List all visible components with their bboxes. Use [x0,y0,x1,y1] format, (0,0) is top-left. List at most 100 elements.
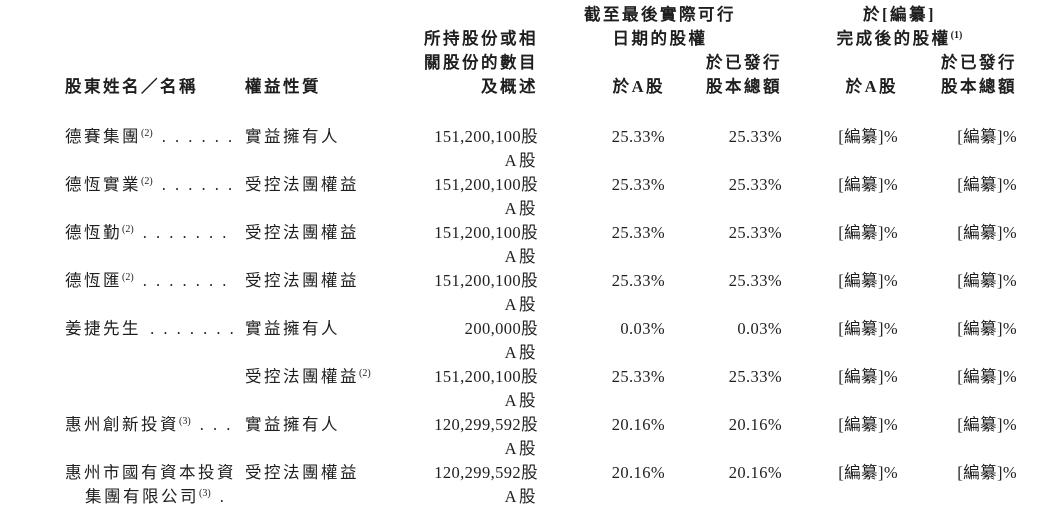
header-nature-of-interest: 權益性質 [245,77,321,96]
header-post-issued-line2: 股本總額 [941,77,1017,96]
footnote-ref-3: (3) [179,416,191,427]
name-cell: 德恆勤(2) . . . . . . . [65,221,245,269]
header-shares-line3: 及概述 [481,77,538,96]
post-a-pct-cell: [編纂]% [838,319,898,338]
shares-cell: 200,000股 A股 [395,317,538,365]
current-a-pct-cell: 25.33% [611,367,665,386]
header-current-issued-line1: 於已發行 [706,53,782,72]
nature-of-interest: 受控法團權益 [245,367,359,386]
share-class: A股 [504,151,538,170]
shares-cell: 151,200,100股 A股 [395,269,538,317]
header-shareholder-name: 股東姓名／名稱 [65,77,198,96]
shares-count: 151,200,100股 [434,271,538,290]
leader-dots: . . . . . . [152,127,233,146]
name-cell [65,365,245,413]
table-row-desay-group: 德賽集團(2) . . . . . . 實益擁有人 151,200,100股 A股… [65,125,1017,173]
share-class: A股 [504,391,538,410]
post-total-pct-cell: [編纂]% [957,463,1017,482]
post-a-pct-cell: [編纂]% [838,415,898,434]
leader-dots: . [210,487,224,506]
footnote-ref-1: (1) [950,30,963,41]
post-total-pct-cell: [編纂]% [957,367,1017,386]
share-class: A股 [504,247,538,266]
shareholder-name: 惠州創新投資 [65,415,179,434]
header-spacer [538,51,665,75]
footnote-ref-2: (2) [359,368,371,379]
current-total-pct-cell: 0.03% [737,319,782,338]
nature-cell: 受控法團權益 [245,269,395,317]
header-current-group-line2: 日期的股權 [612,29,708,48]
nature-cell: 實益擁有人 [245,125,395,173]
header-current-issued-line2: 股本總額 [706,77,782,96]
current-a-pct-cell: 25.33% [611,127,665,146]
shares-count: 120,299,592股 [434,463,538,482]
post-a-pct-cell: [編纂]% [838,271,898,290]
post-a-pct-cell: [編纂]% [838,463,898,482]
current-total-pct-cell: 25.33% [728,223,782,242]
header-spacer [65,27,395,51]
shares-count: 200,000股 [464,319,538,338]
header-current-group-line1: 截至最後實際可行 [584,5,736,24]
nature-cell: 實益擁有人 [245,317,395,365]
share-class: A股 [504,439,538,458]
post-total-pct-cell: [編纂]% [957,271,1017,290]
name-cell: 德恆實業(2) . . . . . . [65,173,245,221]
current-total-pct-cell: 20.16% [728,415,782,434]
post-total-pct-cell: [編纂]% [957,175,1017,194]
table-row-deheng-industrial: 德恆實業(2) . . . . . . 受控法團權益 151,200,100股 A… [65,173,1017,221]
header-shares-line1: 所持股份或相 [424,29,538,48]
current-a-pct-cell: 25.33% [611,271,665,290]
current-a-pct-cell: 25.33% [611,223,665,242]
header-row-3: 關股份的數目 於已發行 於已發行 [65,51,1017,75]
header-spacer [65,3,538,27]
header-post-group-text: 完成後的股權 [836,29,951,48]
current-total-pct-cell: 25.33% [728,367,782,386]
shares-cell: 151,200,100股 A股 [395,365,538,413]
name-cell: 德賽集團(2) . . . . . . [65,125,245,173]
shareholder-name: 德恆匯 [65,271,122,290]
shares-count: 151,200,100股 [434,127,538,146]
shares-count: 120,299,592股 [434,415,538,434]
table-row-dehengqin: 德恆勤(2) . . . . . . . 受控法團權益 151,200,100股… [65,221,1017,269]
nature-of-interest: 實益擁有人 [245,127,340,146]
header-post-issued-line1: 於已發行 [941,53,1017,72]
share-class: A股 [504,487,538,506]
share-class: A股 [504,343,538,362]
nature-of-interest: 受控法團權益 [245,463,359,482]
post-a-pct-cell: [編纂]% [838,223,898,242]
nature-of-interest: 受控法團權益 [245,223,359,242]
leader-dots: . . . . . . . [133,271,227,290]
header-row-4: 股東姓名／名稱 權益性質 及概述 於A股 股本總額 於A股 股本總額 [65,75,1017,99]
post-total-pct-cell: [編纂]% [957,223,1017,242]
header-post-group-line2: 完成後的股權(1) [782,27,1017,51]
nature-cell: 受控法團權益 [245,173,395,221]
name-cell: 姜捷先生 . . . . . . . [65,317,245,365]
footnote-ref-2: (2) [141,128,153,139]
current-total-pct-cell: 25.33% [728,175,782,194]
shareholding-table: 截至最後實際可行 於[編纂] 所持股份或相 日期的股權 完成後的股權(1) 關股… [65,3,1017,509]
header-gap-cell [65,99,1017,125]
header-row-2: 所持股份或相 日期的股權 完成後的股權(1) [65,27,1017,51]
name-cell: 惠州市國有資本投資 集團有限公司(3) . [65,461,245,509]
post-a-pct-cell: [編纂]% [838,367,898,386]
name-cell: 惠州創新投資(3) . . . [65,413,245,461]
current-total-pct-cell: 20.16% [728,463,782,482]
header-post-group-line1: 於[編纂] [863,5,936,24]
current-total-pct-cell: 25.33% [728,127,782,146]
current-a-pct-cell: 0.03% [620,319,665,338]
table-row-dehenghui: 德恆匯(2) . . . . . . . 受控法團權益 151,200,100股… [65,269,1017,317]
shares-cell: 151,200,100股 A股 [395,125,538,173]
header-current-a-shares: 於A股 [612,77,665,96]
post-total-pct-cell: [編纂]% [957,127,1017,146]
footnote-ref-2: (2) [122,272,134,283]
header-gap [65,99,1017,125]
shareholder-name-line1: 惠州市國有資本投資 [65,463,236,482]
table-header: 截至最後實際可行 於[編纂] 所持股份或相 日期的股權 完成後的股權(1) 關股… [65,3,1017,125]
shares-cell: 151,200,100股 A股 [395,173,538,221]
header-post-a-shares: 於A股 [845,77,898,96]
table-row-huizhou-innovation-investment: 惠州創新投資(3) . . . 實益擁有人 120,299,592股 A股 20.… [65,413,1017,461]
table-row-jiang-jie-controlled: 受控法團權益(2) 151,200,100股 A股 25.33% 25.33% [… [65,365,1017,413]
leader-dots: . . . . . . . [141,319,234,338]
post-a-pct-cell: [編纂]% [838,127,898,146]
nature-of-interest: 受控法團權益 [245,175,359,194]
